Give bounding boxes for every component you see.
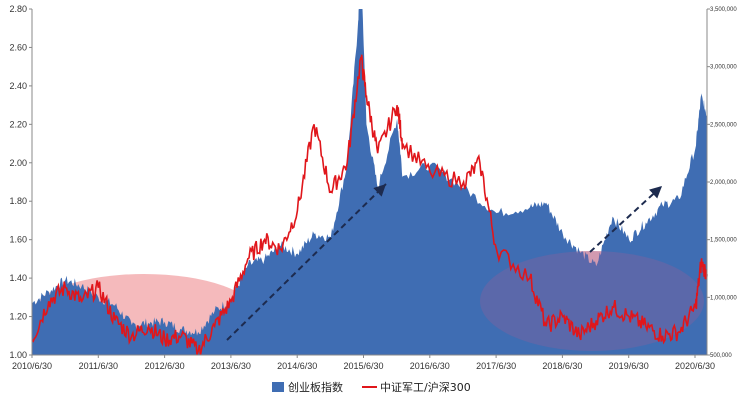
x-tick-label: 2017/6/30	[476, 361, 516, 371]
legend-area-label: 创业板指数	[288, 380, 343, 394]
x-tick-label: 2016/6/30	[410, 361, 450, 371]
left-tick-label: 1.00	[9, 350, 27, 360]
right-tick-label: 2,500,000	[710, 122, 737, 128]
left-tick-label: 2.60	[9, 42, 27, 52]
left-tick-label: 1.60	[9, 235, 27, 245]
trend-arrow-2019-2020	[589, 185, 663, 253]
right-tick-label: 500,000	[710, 353, 732, 359]
left-tick-label: 1.40	[9, 273, 27, 283]
x-tick-label: 2018/6/30	[542, 361, 582, 371]
line-series-military-ratio	[31, 54, 708, 356]
x-tick-label: 2015/6/30	[343, 361, 383, 371]
right-tick-label: 1,500,000	[710, 238, 737, 244]
x-tick-label: 2019/6/30	[609, 361, 649, 371]
x-tick-label: 2012/6/30	[145, 361, 185, 371]
right-tick-label: 3,500,000	[710, 7, 737, 13]
x-tick-label: 2020/6/30	[675, 361, 715, 371]
left-tick-label: 2.80	[9, 4, 27, 14]
left-tick-label: 1.20	[9, 312, 27, 322]
left-axis-ticks: 1.00 1.20 1.40 1.60 1.80 2.00 2.20 2.40 2.60 2.80	[9, 4, 32, 360]
right-tick-label: 2,000,000	[710, 180, 737, 186]
left-tick-label: 1.80	[9, 196, 27, 206]
right-tick-label: 1,000,000	[710, 295, 737, 301]
right-axis-ticks: 500,000 1,000,000 1,500,000 2,000,000 2,500,…	[707, 7, 737, 359]
x-tick-label: 2014/6/30	[277, 361, 317, 371]
legend: 创业板指数 中证军工/沪深300	[272, 380, 471, 394]
area-series-cyb-index	[32, 9, 707, 355]
x-tick-label: 2010/6/30	[12, 361, 52, 371]
area-series-layer	[32, 9, 707, 355]
line-series-layer	[31, 54, 708, 356]
x-axis-ticks: 2010/6/30 2011/6/30 2012/6/30 2013/6/30 2014…	[12, 355, 715, 371]
legend-line-label: 中证军工/沪深300	[380, 380, 471, 394]
left-tick-label: 2.40	[9, 81, 27, 91]
trend-arrows	[226, 183, 663, 341]
x-tick-label: 2011/6/30	[79, 361, 118, 371]
left-tick-label: 2.00	[9, 158, 27, 168]
x-tick-label: 2013/6/30	[211, 361, 251, 371]
legend-area-swatch	[272, 382, 284, 392]
trend-arrow-2013-2015	[226, 183, 387, 341]
right-tick-label: 3,000,000	[710, 65, 737, 71]
left-tick-label: 2.20	[9, 119, 27, 129]
